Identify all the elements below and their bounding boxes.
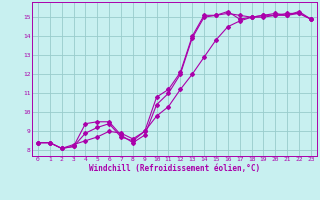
X-axis label: Windchill (Refroidissement éolien,°C): Windchill (Refroidissement éolien,°C): [89, 164, 260, 173]
